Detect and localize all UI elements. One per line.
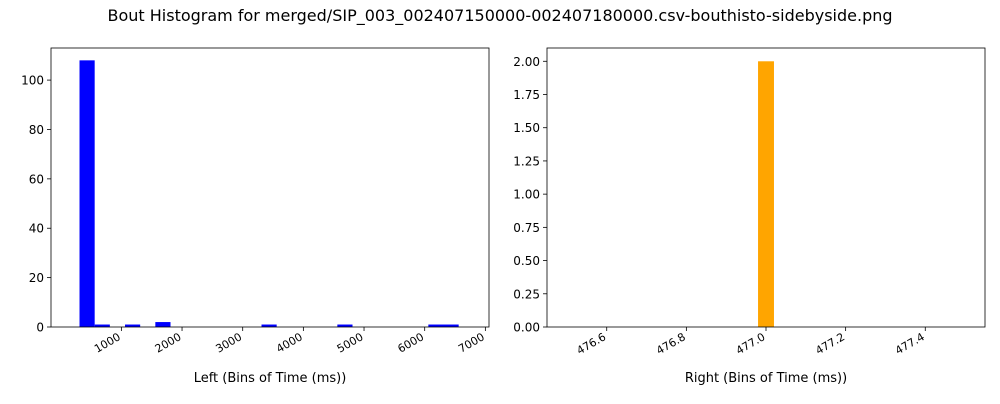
left-xtick-label-2: 3000	[213, 330, 244, 355]
left-xtick-label-1: 2000	[153, 330, 184, 355]
left-bar-7	[443, 324, 459, 327]
right-ytick-label-0: 0.00	[513, 321, 540, 335]
left-axes-frame	[50, 47, 490, 328]
left-ytick-label-0: 0	[36, 321, 44, 335]
left-bar-4	[261, 324, 277, 327]
right-ytick-label-3: 0.75	[513, 221, 540, 235]
left-ytick-label-5: 100	[21, 74, 44, 88]
left-bar-3	[155, 322, 171, 327]
right-ytick-label-5: 1.25	[513, 154, 540, 168]
left-xtick-label-6: 7000	[456, 330, 487, 355]
left-xtick-label-3: 4000	[274, 330, 305, 355]
right-ytick-label-7: 1.75	[513, 88, 540, 102]
right-ytick-label-8: 2.00	[513, 55, 540, 69]
left-bar-5	[337, 324, 353, 327]
left-xlabel: Left (Bins of Time (ms))	[194, 371, 347, 386]
figure-title: Bout Histogram for merged/SIP_003_002407…	[107, 6, 893, 25]
left-ytick-label-2: 40	[29, 222, 44, 236]
left-xtick-label-0: 1000	[92, 330, 123, 355]
left-ytick-label-4: 80	[29, 123, 44, 137]
right-histogram-plot: 0.00 0.25 0.50 0.75 1.00 1.25 1.50 1.75 2.00 476.…	[513, 47, 986, 386]
left-xtick-label-5: 6000	[395, 330, 426, 355]
right-ytick-label-6: 1.50	[513, 121, 540, 135]
right-ytick-label-4: 1.00	[513, 188, 540, 202]
left-xtick-label-4: 5000	[335, 330, 366, 355]
left-ytick-label-3: 60	[29, 172, 44, 186]
right-bar-0	[758, 61, 774, 327]
right-xtick-label-1: 476.8	[654, 330, 688, 357]
right-ytick-label-1: 0.25	[513, 287, 540, 301]
left-ytick-label-1: 20	[29, 271, 44, 285]
right-xtick-label-2: 477.0	[734, 330, 768, 357]
left-bar-1	[94, 324, 110, 327]
left-bar-2	[125, 324, 141, 327]
right-xtick-label-4: 477.4	[893, 330, 927, 357]
right-xtick-label-0: 476.6	[574, 330, 608, 357]
right-ytick-label-2: 0.50	[513, 254, 540, 268]
right-xtick-label-3: 477.2	[813, 330, 847, 357]
left-bar-6	[428, 324, 444, 327]
right-xlabel: Right (Bins of Time (ms))	[685, 371, 847, 386]
left-bar-0	[79, 60, 95, 327]
left-histogram-plot: 0 20 40 60 80 100 1000 2000 3000 4000 5000 6000 7000…	[21, 47, 490, 386]
